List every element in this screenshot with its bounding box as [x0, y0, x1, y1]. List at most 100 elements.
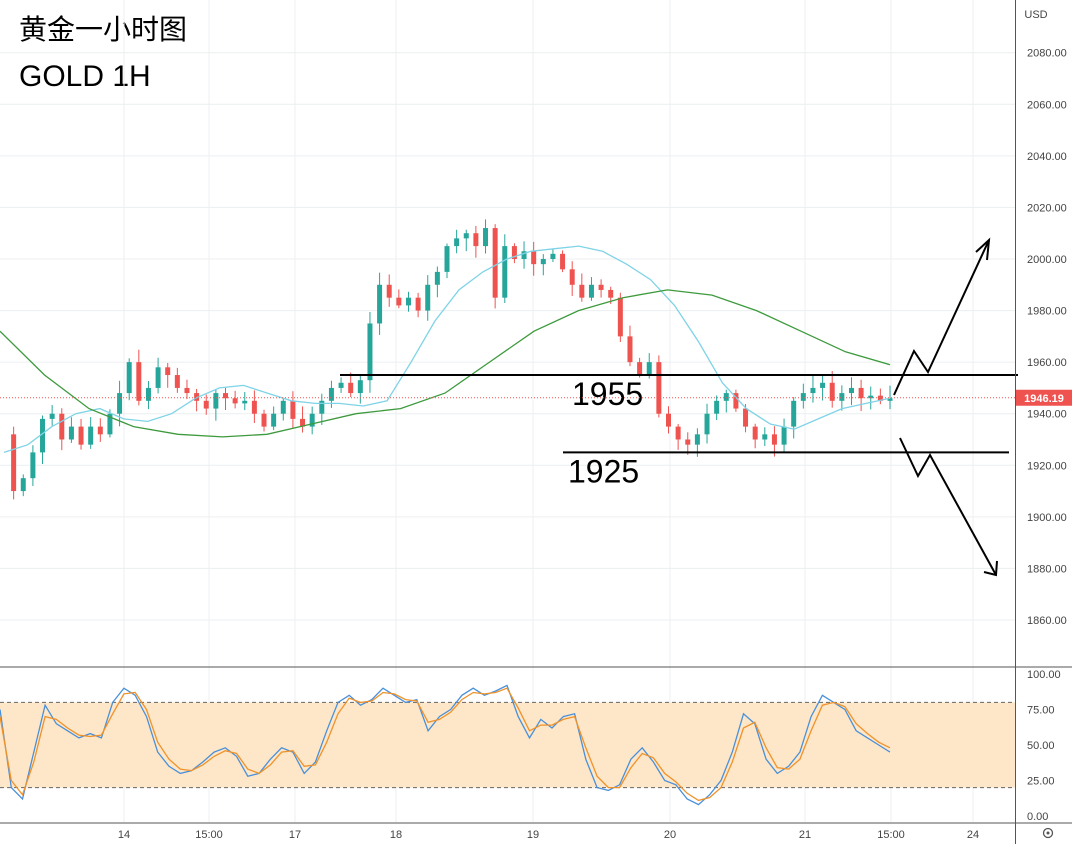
stoch-tick-label: 0.00: [1027, 811, 1048, 823]
candle-body: [800, 393, 806, 401]
stoch-tick-label: 25.00: [1027, 776, 1055, 788]
candle-body: [733, 393, 739, 409]
candle-body: [405, 297, 411, 306]
candle-body: [434, 271, 440, 285]
candle-body: [454, 238, 460, 247]
candle-body: [319, 400, 325, 414]
x-tick-label: 18: [390, 829, 402, 841]
stoch-tick-label: 50.00: [1027, 740, 1055, 752]
candle-body: [145, 387, 151, 401]
candle-body: [290, 400, 296, 419]
candle-body: [213, 393, 219, 409]
candle-body: [656, 362, 662, 414]
candle-body: [97, 426, 103, 435]
candle-body: [338, 382, 344, 388]
candle-body: [704, 413, 710, 435]
candle-body: [232, 398, 238, 404]
candle-body: [242, 400, 248, 404]
bullish-arrow: [893, 239, 990, 396]
candle-body: [396, 297, 402, 306]
candle-body: [637, 362, 643, 376]
x-tick-label: 19: [527, 829, 539, 841]
candle-body: [271, 413, 277, 427]
level-label-1955: 1955: [572, 376, 643, 412]
chart-title-en: GOLD 1H: [19, 60, 151, 93]
x-tick-label: 21: [799, 829, 811, 841]
candle-body: [694, 434, 700, 445]
candle-body: [223, 393, 228, 399]
x-tick-label: 15:00: [195, 829, 223, 841]
candle-body: [415, 297, 421, 311]
bullish-arrowhead: [975, 237, 991, 261]
candle-body: [848, 387, 854, 394]
candle-body: [675, 426, 681, 440]
candle-body: [752, 426, 758, 440]
x-tick-label: 15:00: [877, 829, 905, 841]
candle-body: [309, 413, 315, 427]
scenario-arrows: [893, 237, 998, 577]
candle-body: [473, 233, 479, 247]
current-price-tag: [1016, 389, 1072, 406]
stoch-line-1: [0, 687, 891, 802]
candle-body: [357, 380, 363, 394]
moving-averages: [0, 245, 891, 454]
candle-body: [377, 284, 383, 324]
candle-body: [174, 375, 180, 388]
candle-body: [463, 233, 469, 239]
stoch-overbought-oversold-band: [0, 701, 1015, 789]
candle-body: [762, 434, 768, 440]
stoch-tick-label: 100.00: [1027, 669, 1061, 681]
y-tick-label: 1880.00: [1027, 563, 1067, 575]
candle-body: [184, 387, 190, 394]
candle-body: [194, 393, 200, 401]
candle-body: [328, 387, 334, 401]
candle-body: [300, 418, 306, 427]
candle-body: [723, 393, 729, 401]
candle-body: [367, 323, 373, 381]
y-tick-label: 1900.00: [1027, 512, 1067, 524]
candle-body: [136, 362, 142, 401]
candle-body: [617, 297, 623, 337]
candle-body: [492, 228, 498, 298]
candle-body: [858, 387, 864, 399]
y-tick-label: 1920.00: [1027, 460, 1067, 472]
candle-body: [483, 228, 489, 247]
candle-body: [203, 400, 209, 409]
candle-body: [20, 478, 26, 492]
candle-body: [829, 382, 835, 401]
stochastic-lines: [0, 684, 891, 806]
candle-body: [444, 246, 450, 272]
candle-body: [107, 413, 113, 435]
y-tick-label: 2060.00: [1027, 99, 1067, 111]
currency-label: USD: [1024, 9, 1047, 21]
candle-body: [598, 284, 604, 290]
candle-body: [30, 452, 36, 479]
candle-body: [261, 413, 267, 427]
x-tick-label: 14: [118, 829, 130, 841]
y-tick-label: 2000.00: [1027, 254, 1067, 266]
level-label-1925: 1925: [568, 453, 639, 489]
candle-body: [511, 246, 517, 259]
candle-body: [68, 426, 74, 440]
candle-body: [155, 367, 161, 388]
candle-body: [348, 382, 354, 394]
candle-body: [59, 413, 65, 440]
candle-body: [126, 362, 132, 394]
chart-title-cn: 黄金一小时图: [19, 13, 188, 46]
candle-body: [11, 434, 17, 492]
candle-body: [540, 259, 546, 265]
gear-icon[interactable]: [1042, 827, 1054, 839]
ma-slow-line: [0, 289, 891, 438]
x-tick-label: 20: [664, 829, 676, 841]
candle-body: [165, 367, 171, 376]
y-tick-label: 1940.00: [1027, 409, 1067, 421]
candle-body: [839, 393, 845, 401]
bearish-arrowhead: [983, 560, 998, 577]
candle-body: [569, 269, 575, 285]
y-tick-label: 2020.00: [1027, 202, 1067, 214]
candle-body: [88, 426, 94, 445]
candle-body: [251, 400, 257, 414]
candle-body: [280, 400, 286, 414]
candle-body: [781, 426, 787, 445]
